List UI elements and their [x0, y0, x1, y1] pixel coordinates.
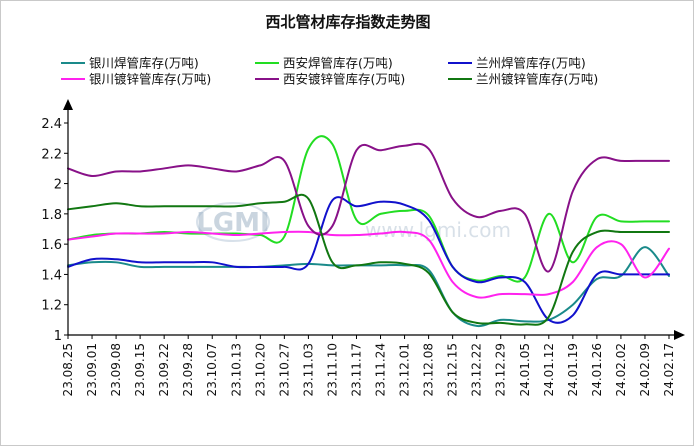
x-tick-label: 23.10.20 [253, 343, 267, 396]
x-tick-label: 23.11.17 [349, 343, 363, 396]
x-tick-label: 24.01.12 [542, 343, 556, 396]
x-tick-label: 23.11.03 [301, 343, 315, 396]
watermark-logo-badge [196, 202, 270, 242]
series-line-1 [67, 246, 670, 328]
x-tick-label: 24.02.02 [614, 343, 628, 396]
y-axis-arrow [63, 99, 73, 110]
x-tick-label: 23.09.22 [157, 343, 171, 396]
y-tick-label: 2 [54, 178, 62, 193]
legend-label-5: 西安镀锌管库存(万吨) [283, 72, 405, 87]
legend-label-3: 兰州焊管库存(万吨) [476, 56, 586, 71]
watermark: LGMI www.lgmi.com [196, 202, 511, 242]
y-tick-label: 2.4 [41, 117, 62, 132]
y-tick-label: 1.2 [41, 299, 62, 314]
series-line-6 [67, 193, 670, 326]
x-tick-label: 23.10.27 [277, 343, 291, 396]
x-tick-label: 23.12.22 [470, 343, 484, 396]
x-tick-label: 23.12.29 [494, 343, 508, 396]
y-tick-label: 1.4 [41, 268, 62, 283]
x-tick-label: 23.10.07 [205, 343, 219, 396]
x-tick-label: 24.01.26 [590, 343, 604, 396]
x-tick-label: 23.10.13 [229, 343, 243, 396]
x-tick-label: 23.12.15 [446, 343, 460, 396]
x-tick-label: 23.09.08 [109, 343, 123, 396]
legend-label-1: 银川焊管库存(万吨) [89, 56, 199, 71]
chart-axes: 1 1.2 1.4 1.6 1.8 2 2.2 2.4 23.08.25 23.09.01 23.0… [41, 99, 685, 396]
legend-label-2: 西安焊管库存(万吨) [283, 56, 393, 71]
x-tick-label: 23.12.01 [398, 343, 412, 396]
series-line-2 [67, 135, 670, 283]
legend-label-6: 兰州镀锌管库存(万吨) [476, 72, 598, 87]
x-tick-label: 23.11.24 [374, 343, 388, 396]
y-tick-label: 1.6 [41, 238, 62, 253]
x-tick-label: 24.02.17 [662, 343, 676, 396]
x-tick-label: 23.11.10 [325, 343, 339, 396]
y-tick-label: 1.8 [41, 208, 62, 223]
series-line-3 [67, 196, 670, 324]
y-tick-label: 1 [54, 329, 62, 344]
x-tick-label: 24.01.05 [518, 343, 532, 396]
x-tick-label: 23.09.01 [85, 343, 99, 396]
x-tick-label: 24.02.09 [638, 343, 652, 396]
x-tick-label: 23.12.08 [422, 343, 436, 396]
x-tick-label: 23.09.28 [181, 343, 195, 396]
legend-label-4: 银川镀锌管库存(万吨) [89, 72, 211, 87]
y-tick-label: 2.2 [41, 147, 62, 162]
x-tick-label: 23.08.25 [61, 343, 75, 396]
chart-title: 西北管材库存指数走势图 [265, 13, 430, 31]
series-line-4 [67, 230, 670, 299]
x-tick-label: 24.01.19 [566, 343, 580, 396]
x-tick-label: 23.09.15 [133, 343, 147, 396]
series-line-5 [67, 142, 670, 273]
chart-legend: 银川焊管库存(万吨) 西安焊管库存(万吨) 兰州焊管库存(万吨) 银川镀锌管库存(万吨… [61, 56, 598, 87]
series-lines [67, 135, 670, 328]
x-axis-arrow [674, 330, 685, 340]
